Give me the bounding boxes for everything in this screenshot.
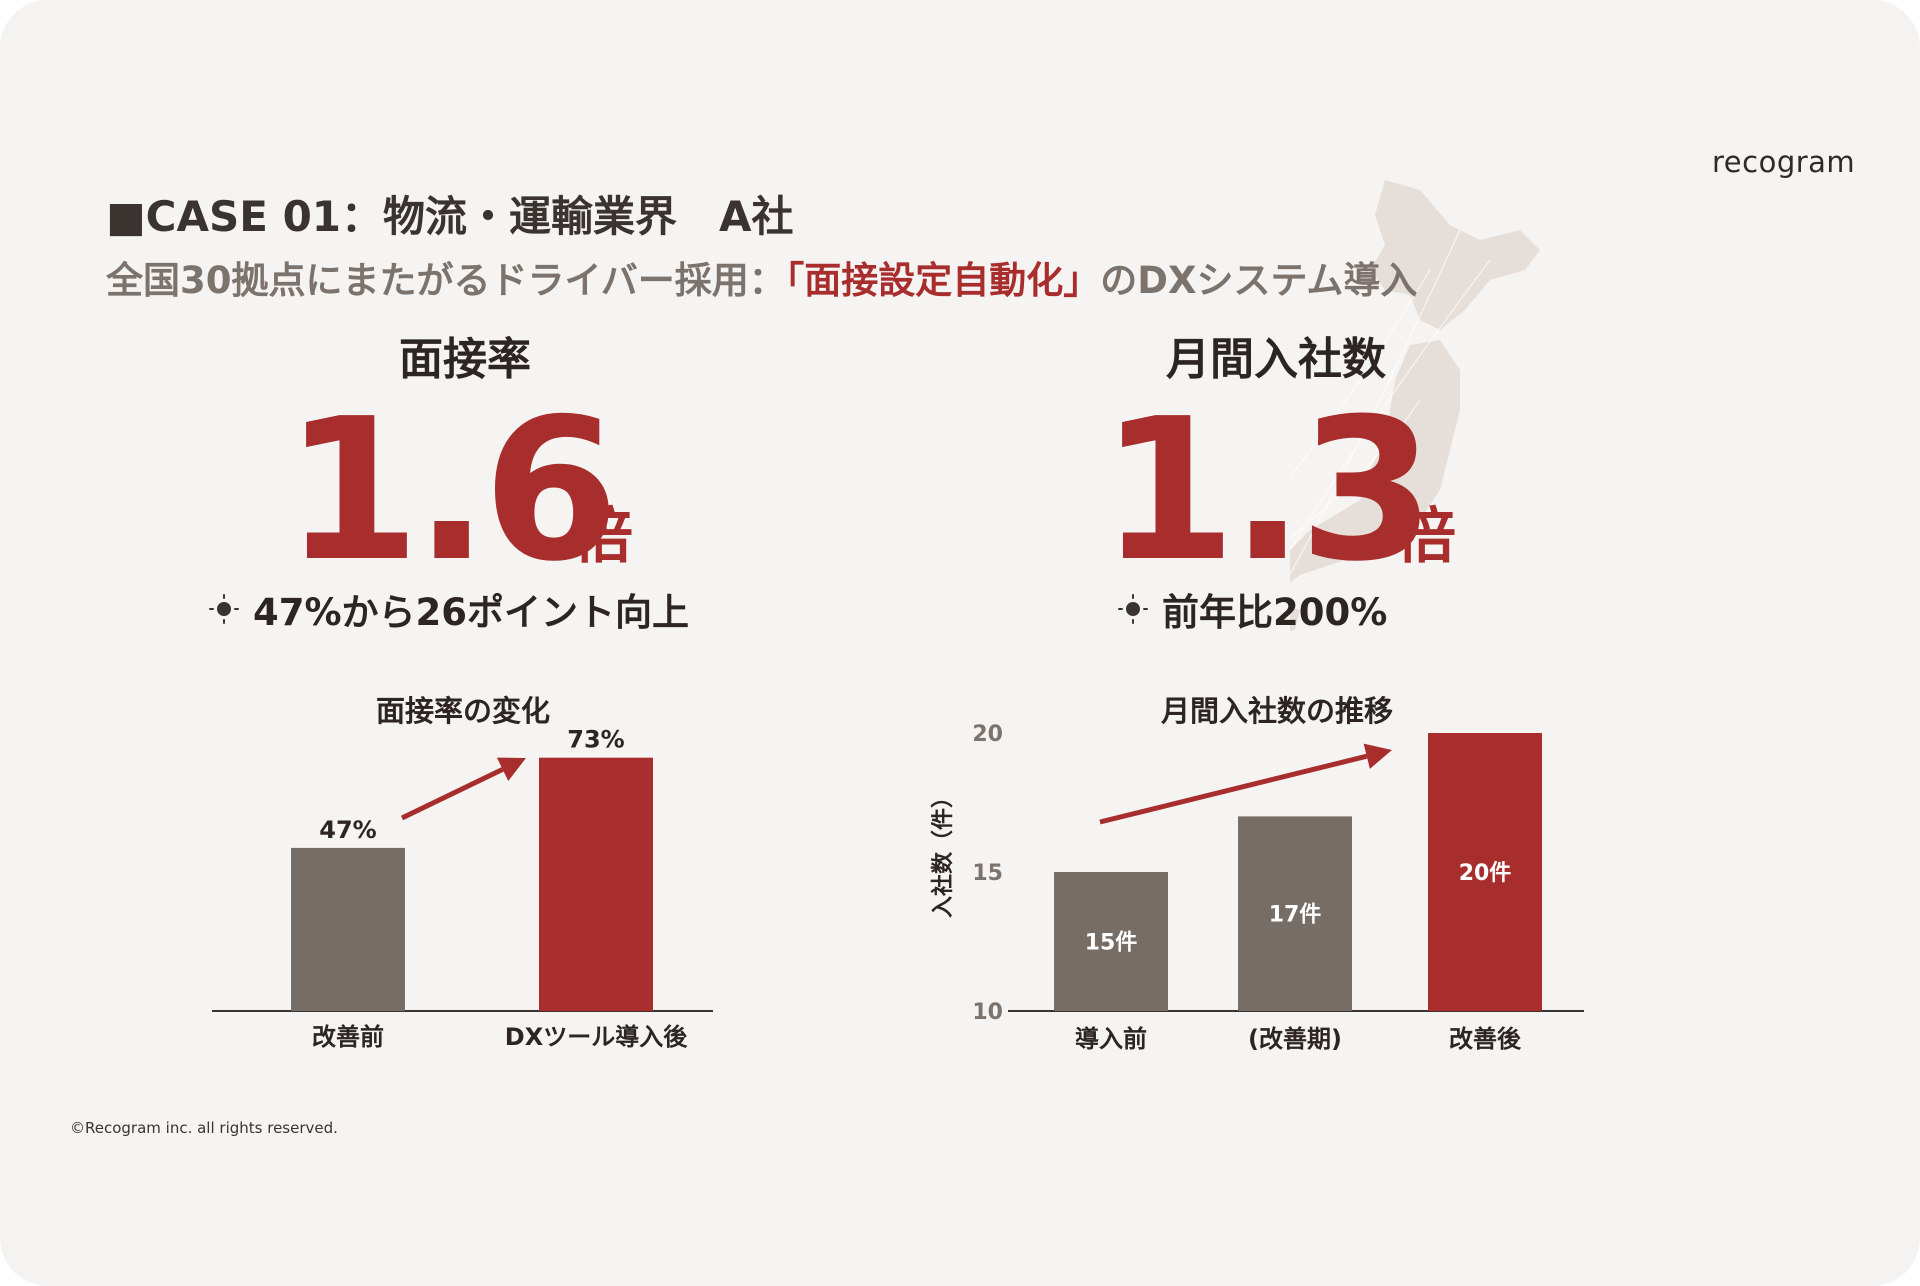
bar [1054, 872, 1168, 1011]
data-label: 20件 [1459, 861, 1512, 886]
sun-icon [1118, 594, 1148, 624]
metric-unit-monthly-hires: 倍 [1396, 502, 1456, 572]
subtitle: 全国30拠点にまたがるドライバー採用：「面接設定自動化」のDXシステム導入 [106, 250, 1417, 304]
trend-arrow-head [1363, 743, 1392, 769]
data-label: 47% [319, 816, 376, 844]
metric-note-interview-rate: 47%から26ポイント向上 [209, 582, 689, 636]
data-label: 15件 [1085, 931, 1138, 956]
bar [291, 847, 405, 1011]
subtitle-suffix: のDXシステム導入 [1100, 259, 1418, 302]
metric-value-interview-rate: 1.6 [284, 377, 619, 605]
bar [1238, 816, 1352, 1011]
x-tick-label: 改善前 [312, 1023, 384, 1051]
x-tick-label: DXツール導入後 [505, 1023, 688, 1051]
metric-value-monthly-hires: 1.3 [1100, 377, 1435, 605]
japan-map [1290, 180, 1540, 632]
metric-note-text: 47%から26ポイント向上 [253, 591, 690, 634]
metric-unit-interview-rate: 倍 [573, 502, 633, 572]
subtitle-accent: 「面接設定自動化」 [785, 259, 1101, 302]
subtitle-prefix: 全国30拠点にまたがるドライバー採用： [106, 259, 786, 302]
metric-note-monthly-hires: 前年比200% [1118, 582, 1387, 636]
bar [539, 757, 653, 1011]
chart-title-interview-rate: 面接率の変化 [375, 694, 551, 728]
y-tick-label: 15 [972, 861, 1003, 886]
metric-label-monthly-hires: 月間入社数 [1166, 334, 1386, 385]
y-axis-label: 入社数（件） [930, 786, 956, 918]
x-tick-label: (改善期) [1248, 1025, 1342, 1053]
metric-note-text: 前年比200% [1162, 591, 1388, 634]
data-label: 17件 [1269, 903, 1322, 928]
data-label: 73% [567, 726, 624, 754]
bar [1428, 733, 1542, 1011]
trend-arrow-head [496, 757, 526, 782]
y-tick-label: 10 [972, 1000, 1003, 1025]
recogram-logo: recogram [1712, 145, 1856, 179]
x-tick-label: 改善後 [1449, 1025, 1522, 1053]
case-title: ■CASE 01：物流・運輸業界 A社 [106, 192, 794, 241]
copyright-footer: ©Recogram inc. all rights reserved. [70, 1119, 338, 1137]
sun-icon [209, 594, 239, 624]
trend-arrow-shaft [400, 767, 504, 821]
y-tick-label: 20 [972, 722, 1003, 747]
metric-label-interview-rate: 面接率 [399, 334, 531, 385]
chart-title-monthly-hires: 月間入社数の推移 [1160, 694, 1394, 728]
trend-arrow-shaft [1099, 753, 1368, 825]
x-tick-label: 導入前 [1075, 1025, 1147, 1053]
